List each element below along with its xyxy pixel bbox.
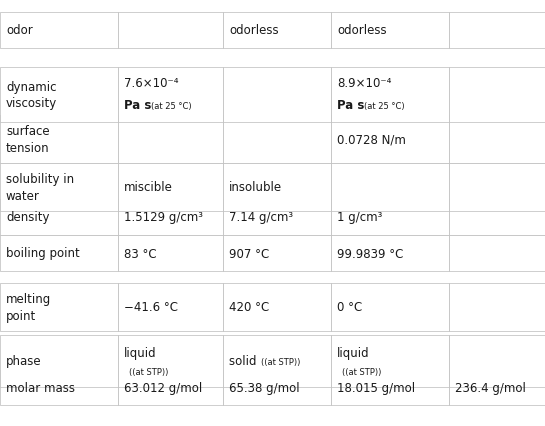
Text: 99.9839 °C: 99.9839 °C (337, 247, 403, 260)
Bar (223, 116, 331, 164)
Bar (0, 199, 118, 236)
Text: dynamic
viscosity: dynamic viscosity (6, 81, 57, 110)
Bar (449, 370, 545, 405)
Bar (449, 199, 545, 236)
Text: 63.012 g/mol: 63.012 g/mol (124, 381, 202, 394)
Text: 65.38 g/mol: 65.38 g/mol (229, 381, 300, 394)
Text: ((at STP)): ((at STP)) (342, 367, 381, 376)
Bar (449, 335, 545, 387)
Bar (223, 164, 331, 211)
Bar (449, 13, 545, 49)
Bar (223, 68, 331, 123)
Text: ((at STP)): ((at STP)) (129, 367, 168, 376)
Bar (449, 283, 545, 331)
Bar (331, 116, 449, 164)
Text: 1 g/cm³: 1 g/cm³ (337, 211, 383, 224)
Text: 236.4 g/mol: 236.4 g/mol (455, 381, 526, 394)
Bar (223, 335, 331, 387)
Bar (118, 370, 223, 405)
Text: −41.6 °C: −41.6 °C (124, 301, 178, 314)
Text: insoluble: insoluble (229, 181, 282, 194)
Text: 18.015 g/mol: 18.015 g/mol (337, 381, 415, 394)
Bar (449, 164, 545, 211)
Text: 0.0728 N/m: 0.0728 N/m (337, 133, 406, 146)
Text: liquid: liquid (124, 346, 156, 359)
Bar (118, 68, 223, 123)
Text: (at 25 °C): (at 25 °C) (364, 102, 404, 111)
Bar (0, 13, 118, 49)
Bar (331, 283, 449, 331)
Bar (331, 335, 449, 387)
Bar (118, 116, 223, 164)
Bar (0, 370, 118, 405)
Bar (331, 68, 449, 123)
Text: ((at STP)): ((at STP)) (261, 358, 300, 367)
Bar (118, 164, 223, 211)
Text: 8.9×10⁻⁴: 8.9×10⁻⁴ (337, 77, 391, 90)
Bar (331, 199, 449, 236)
Bar (331, 236, 449, 271)
Text: surface
tension: surface tension (6, 125, 50, 154)
Bar (331, 13, 449, 49)
Text: 1.5129 g/cm³: 1.5129 g/cm³ (124, 211, 203, 224)
Bar (118, 199, 223, 236)
Bar (0, 283, 118, 331)
Text: odorless: odorless (337, 24, 386, 37)
Bar (449, 116, 545, 164)
Bar (223, 370, 331, 405)
Bar (118, 236, 223, 271)
Bar (449, 68, 545, 123)
Bar (223, 13, 331, 49)
Bar (331, 370, 449, 405)
Bar (331, 164, 449, 211)
Bar (223, 199, 331, 236)
Bar (223, 236, 331, 271)
Bar (118, 283, 223, 331)
Text: boiling point: boiling point (6, 247, 80, 260)
Text: Pa s: Pa s (124, 99, 152, 112)
Text: 7.14 g/cm³: 7.14 g/cm³ (229, 211, 293, 224)
Bar (223, 283, 331, 331)
Bar (118, 13, 223, 49)
Bar (0, 164, 118, 211)
Bar (0, 236, 118, 271)
Text: odorless: odorless (229, 24, 278, 37)
Text: 0 °C: 0 °C (337, 301, 362, 314)
Bar (0, 68, 118, 123)
Bar (0, 116, 118, 164)
Text: solubility in
water: solubility in water (6, 173, 74, 202)
Text: phase: phase (6, 355, 41, 368)
Bar (0, 335, 118, 387)
Text: melting
point: melting point (6, 293, 51, 322)
Text: liquid: liquid (337, 346, 370, 359)
Text: 907 °C: 907 °C (229, 247, 269, 260)
Bar (118, 335, 223, 387)
Text: Pa s: Pa s (337, 99, 365, 112)
Text: molar mass: molar mass (6, 381, 75, 394)
Text: odor: odor (6, 24, 33, 37)
Text: (at 25 °C): (at 25 °C) (151, 102, 192, 111)
Bar (449, 236, 545, 271)
Text: 7.6×10⁻⁴: 7.6×10⁻⁴ (124, 77, 179, 90)
Text: miscible: miscible (124, 181, 173, 194)
Text: 83 °C: 83 °C (124, 247, 156, 260)
Text: 420 °C: 420 °C (229, 301, 269, 314)
Text: solid: solid (229, 355, 264, 368)
Text: density: density (6, 211, 50, 224)
